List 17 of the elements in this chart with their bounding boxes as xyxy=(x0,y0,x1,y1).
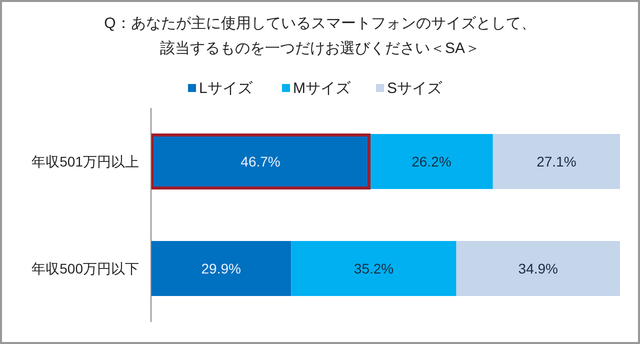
legend-label: Sサイズ xyxy=(387,80,444,97)
data-label: 34.9% xyxy=(518,260,558,276)
data-label: 29.9% xyxy=(201,260,241,276)
bar xyxy=(370,134,493,189)
data-label: 26.2% xyxy=(412,154,452,170)
legend-label: Mサイズ xyxy=(293,80,352,97)
data-label: 46.7% xyxy=(240,154,280,170)
bar xyxy=(456,241,620,296)
y-tick-label: 年収501万円以上 xyxy=(32,154,139,170)
bar xyxy=(291,241,456,296)
data-label: 27.1% xyxy=(536,154,576,170)
y-tick-label: 年収500万円以下 xyxy=(32,260,139,276)
bar xyxy=(151,241,292,296)
legend-label: Lサイズ xyxy=(199,80,254,97)
data-label: 35.2% xyxy=(354,260,394,276)
chart-title: Q：あなたが主に使用しているスマートフォンのサイズとして、該当するものを一つだけお選びください＜SA＞ xyxy=(104,15,536,57)
bar xyxy=(492,134,620,189)
